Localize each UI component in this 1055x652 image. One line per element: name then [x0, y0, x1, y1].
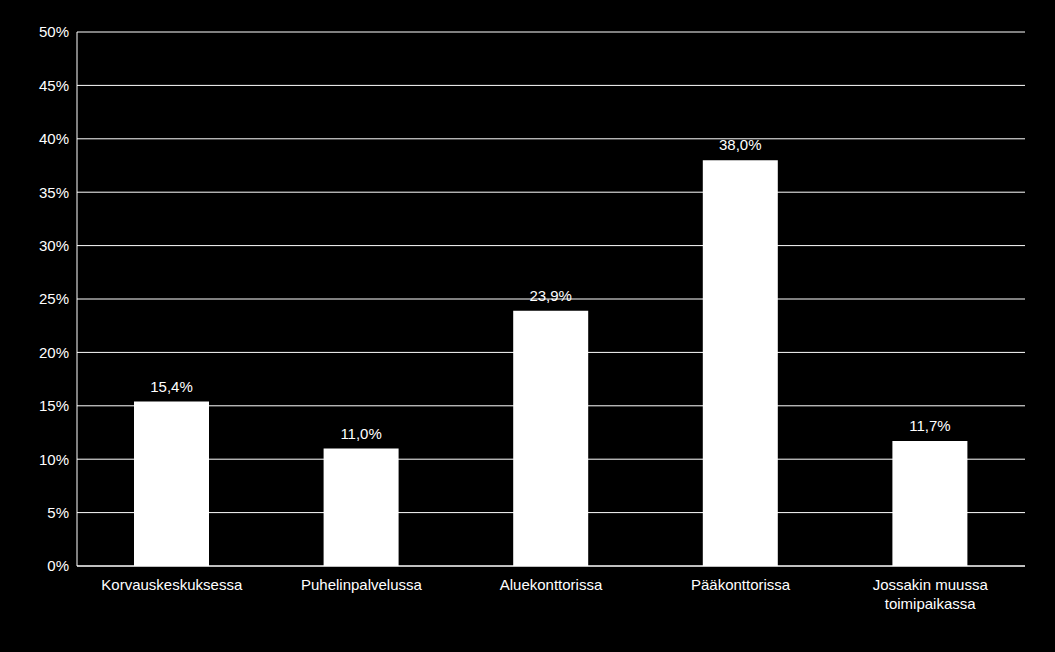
- svg-text:Pääkonttorissa: Pääkonttorissa: [691, 576, 791, 593]
- svg-text:Aluekonttorissa: Aluekonttorissa: [500, 576, 603, 593]
- svg-text:38,0%: 38,0%: [719, 136, 762, 153]
- svg-text:15%: 15%: [39, 397, 69, 414]
- svg-text:11,7%: 11,7%: [909, 417, 950, 434]
- svg-text:15,4%: 15,4%: [150, 378, 193, 395]
- svg-text:50%: 50%: [39, 23, 69, 40]
- svg-text:0%: 0%: [47, 557, 69, 574]
- svg-text:10%: 10%: [39, 451, 69, 468]
- svg-text:30%: 30%: [39, 237, 69, 254]
- svg-text:45%: 45%: [39, 77, 69, 94]
- svg-text:Puhelinpalvelussa: Puhelinpalvelussa: [301, 576, 423, 593]
- svg-text:23,9%: 23,9%: [529, 287, 572, 304]
- svg-text:35%: 35%: [39, 184, 69, 201]
- svg-text:Korvauskeskuksessa: Korvauskeskuksessa: [101, 576, 243, 593]
- svg-text:11,0%: 11,0%: [340, 425, 381, 442]
- svg-text:Jossakin muussatoimipaikassa: Jossakin muussatoimipaikassa: [873, 576, 989, 612]
- svg-text:25%: 25%: [39, 290, 69, 307]
- svg-text:20%: 20%: [39, 344, 69, 361]
- svg-text:5%: 5%: [47, 504, 69, 521]
- svg-text:40%: 40%: [39, 130, 69, 147]
